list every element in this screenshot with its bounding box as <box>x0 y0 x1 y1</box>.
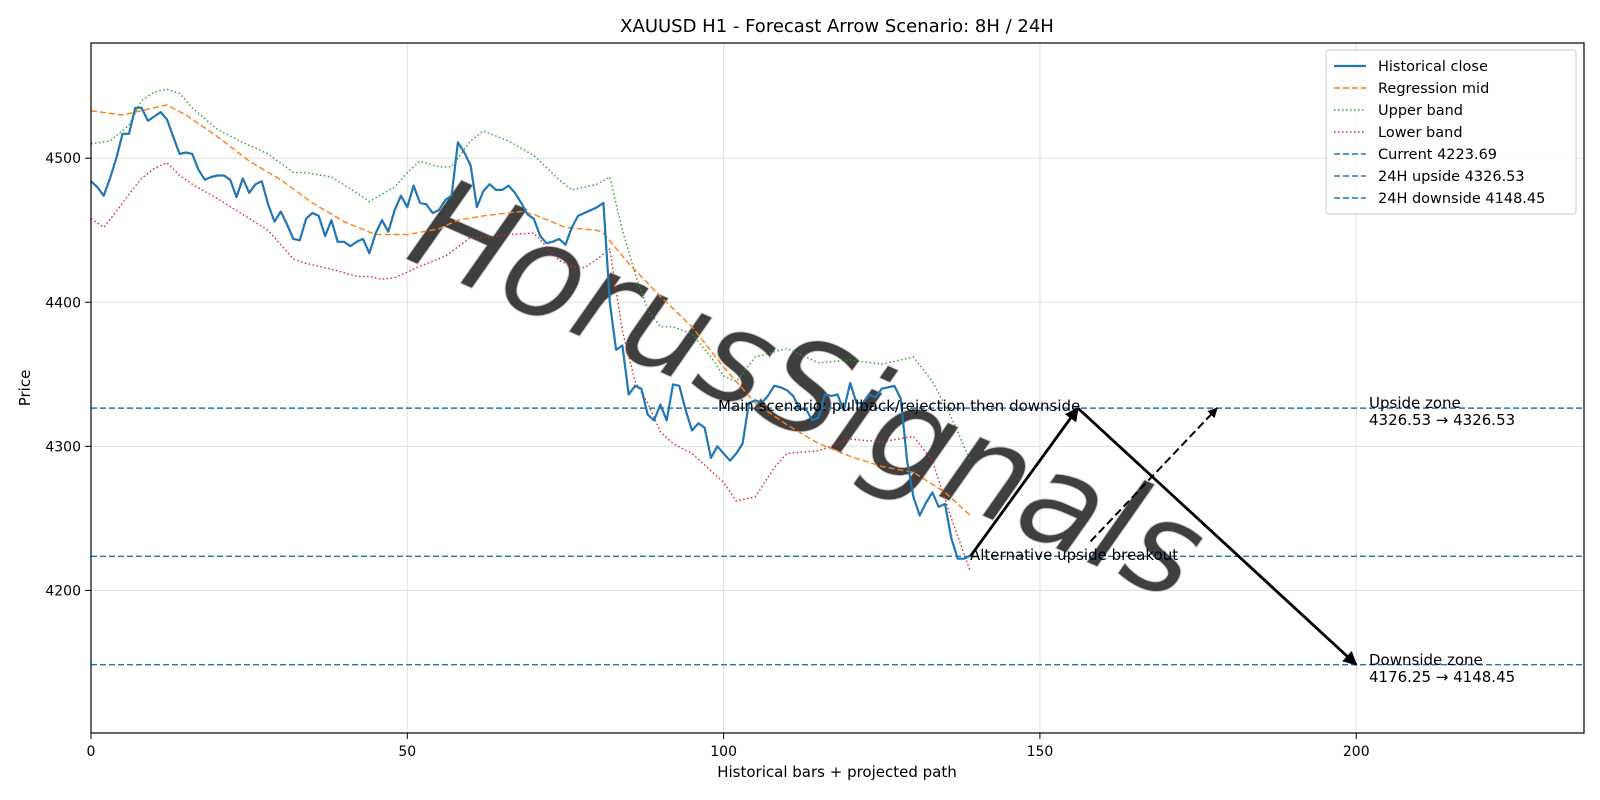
x-axis-label: Historical bars + projected path <box>717 763 957 781</box>
y-tick-label: 4500 <box>45 151 81 167</box>
reference-lines <box>91 407 1584 666</box>
x-tick-label: 100 <box>710 744 737 760</box>
x-tick-label: 0 <box>87 744 96 760</box>
y-axis-label: Price <box>16 370 34 407</box>
forecast-arrow <box>1089 407 1218 543</box>
plot-frame <box>90 42 1585 734</box>
series-line <box>90 88 972 461</box>
legend-entry: 24H downside 4148.45 <box>1378 191 1545 207</box>
legend-entry: Lower band <box>1378 125 1463 141</box>
annotation-alternative: Alternative upside breakout <box>970 546 1178 564</box>
y-tick-label: 4400 <box>45 295 81 311</box>
legend: Historical close Regression mid Upper band… <box>1325 49 1577 215</box>
series-layer <box>90 88 972 572</box>
legend-entry: 24H upside 4326.53 <box>1378 169 1525 185</box>
forecast-arrow <box>1076 407 1358 666</box>
annotation-main-scenario: Main scenario: pullback/rejection then d… <box>718 397 1080 415</box>
chart-title: XAUUSD H1 - Forecast Arrow Scenario: 8H … <box>620 16 1054 37</box>
y-axis-ticks: 4200 4300 4400 4500 <box>45 151 91 599</box>
upside-zone-range: 4326.53 → 4326.53 <box>1369 411 1515 429</box>
series-line <box>90 106 971 560</box>
legend-box <box>1325 49 1577 215</box>
downside-zone-title: Downside zone <box>1369 651 1483 669</box>
y-tick-label: 4300 <box>45 439 81 455</box>
legend-entry: Upper band <box>1378 103 1463 119</box>
upside-zone-title: Upside zone <box>1369 394 1461 412</box>
legend-entry: Historical close <box>1378 59 1488 75</box>
x-tick-label: 150 <box>1027 744 1054 760</box>
x-tick-label: 50 <box>398 744 416 760</box>
forecast-arrows <box>969 406 1358 666</box>
x-tick-label: 200 <box>1343 744 1370 760</box>
forecast-arrow <box>969 406 1080 558</box>
series-line <box>90 161 972 572</box>
downside-zone-range: 4176.25 → 4148.45 <box>1369 668 1515 686</box>
x-axis-ticks: 0 50 100 150 200 <box>87 733 1370 760</box>
legend-entry: Current 4223.69 <box>1378 147 1497 163</box>
y-tick-label: 4200 <box>45 583 81 599</box>
legend-entry: Regression mid <box>1378 81 1489 97</box>
